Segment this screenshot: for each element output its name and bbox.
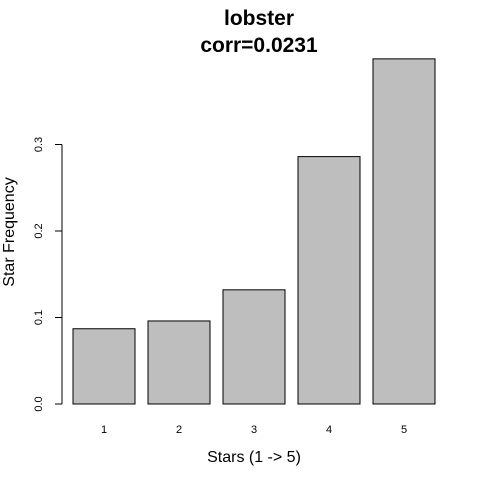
bar-2 — [147, 320, 211, 405]
y-tick-label: 0.0 — [33, 396, 45, 411]
y-axis: 0.0 0.1 0.2 0.3 — [33, 137, 63, 412]
y-tick-label: 0.1 — [33, 310, 45, 325]
y-tick-label: 0.3 — [33, 137, 45, 152]
chart-subtitle: corr=0.0231 — [200, 34, 318, 57]
x-tick-label: 4 — [326, 424, 332, 436]
x-axis-label: Stars (1 -> 5) — [207, 449, 301, 466]
x-tick-label: 1 — [101, 424, 107, 436]
y-axis-label: Star Frequency — [1, 177, 18, 286]
bar-3 — [222, 289, 286, 405]
chart-title: lobster — [224, 7, 294, 30]
bars-group — [72, 58, 436, 405]
bar-5 — [372, 58, 436, 405]
x-tick-label: 3 — [251, 424, 257, 436]
bar-1 — [72, 328, 136, 405]
x-tick-label: 5 — [401, 424, 407, 436]
x-axis: 1 2 3 4 5 — [101, 424, 407, 436]
x-tick-label: 2 — [176, 424, 182, 436]
bar-4 — [297, 156, 361, 405]
y-tick-label: 0.2 — [33, 223, 45, 238]
